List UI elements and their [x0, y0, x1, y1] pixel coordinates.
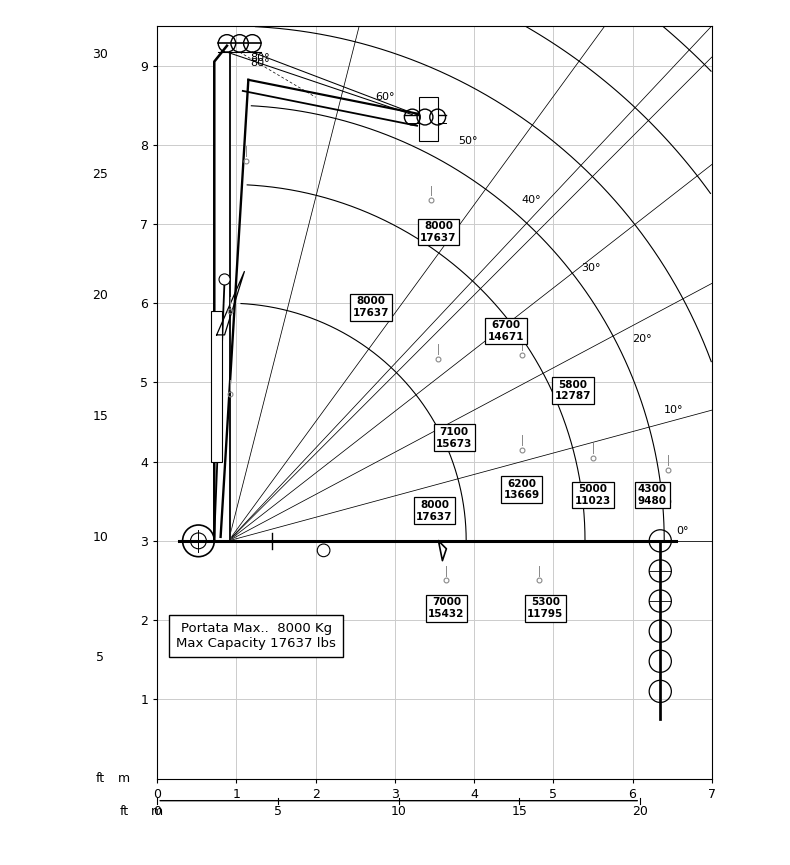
Text: 5000
11023: 5000 11023 [575, 484, 611, 506]
Text: 80°: 80° [250, 58, 270, 67]
Text: 7000
15432: 7000 15432 [428, 598, 465, 619]
Text: 7100
15673: 7100 15673 [436, 427, 472, 449]
Bar [419, 97, 438, 141]
Text: Portata Max..  8000 Kg
Max Capacity 17637 lbs: Portata Max.. 8000 Kg Max Capacity 17637… [176, 622, 337, 650]
Text: 5300
11795: 5300 11795 [527, 598, 563, 619]
Text: m: m [118, 772, 130, 785]
Text: 8000
17637: 8000 17637 [420, 221, 457, 243]
Text: 60°: 60° [375, 93, 394, 102]
Text: 25: 25 [92, 169, 108, 182]
Text: 0: 0 [153, 805, 161, 818]
Text: 5: 5 [96, 651, 104, 664]
Text: 10: 10 [391, 805, 407, 818]
Text: 4300
9480: 4300 9480 [638, 484, 667, 506]
Text: 0°: 0° [676, 526, 689, 536]
Text: 5800
12787: 5800 12787 [555, 380, 592, 401]
Text: 80°: 80° [250, 53, 270, 62]
Circle shape [318, 544, 330, 557]
Text: m: m [151, 805, 164, 818]
Text: 50°: 50° [458, 136, 478, 146]
Text: 40°: 40° [521, 195, 541, 205]
Text: 5: 5 [274, 805, 282, 818]
Bar [211, 311, 222, 462]
Text: 20: 20 [92, 289, 108, 302]
Text: ft: ft [96, 772, 105, 785]
Text: 30°: 30° [581, 263, 600, 272]
Text: 20: 20 [632, 805, 648, 818]
Text: 30: 30 [92, 48, 108, 61]
Text: ft: ft [119, 805, 129, 818]
Text: 6200
13669: 6200 13669 [503, 478, 540, 500]
Text: 15: 15 [511, 805, 528, 818]
Circle shape [219, 274, 230, 285]
Text: 20°: 20° [633, 334, 653, 344]
Text: 6700
14671: 6700 14671 [487, 320, 524, 342]
Text: 8000
17637: 8000 17637 [416, 500, 453, 522]
Text: 8000
17637: 8000 17637 [353, 297, 389, 318]
Text: 10°: 10° [664, 405, 683, 415]
Text: 15: 15 [92, 410, 108, 423]
Text: 10: 10 [92, 530, 108, 543]
